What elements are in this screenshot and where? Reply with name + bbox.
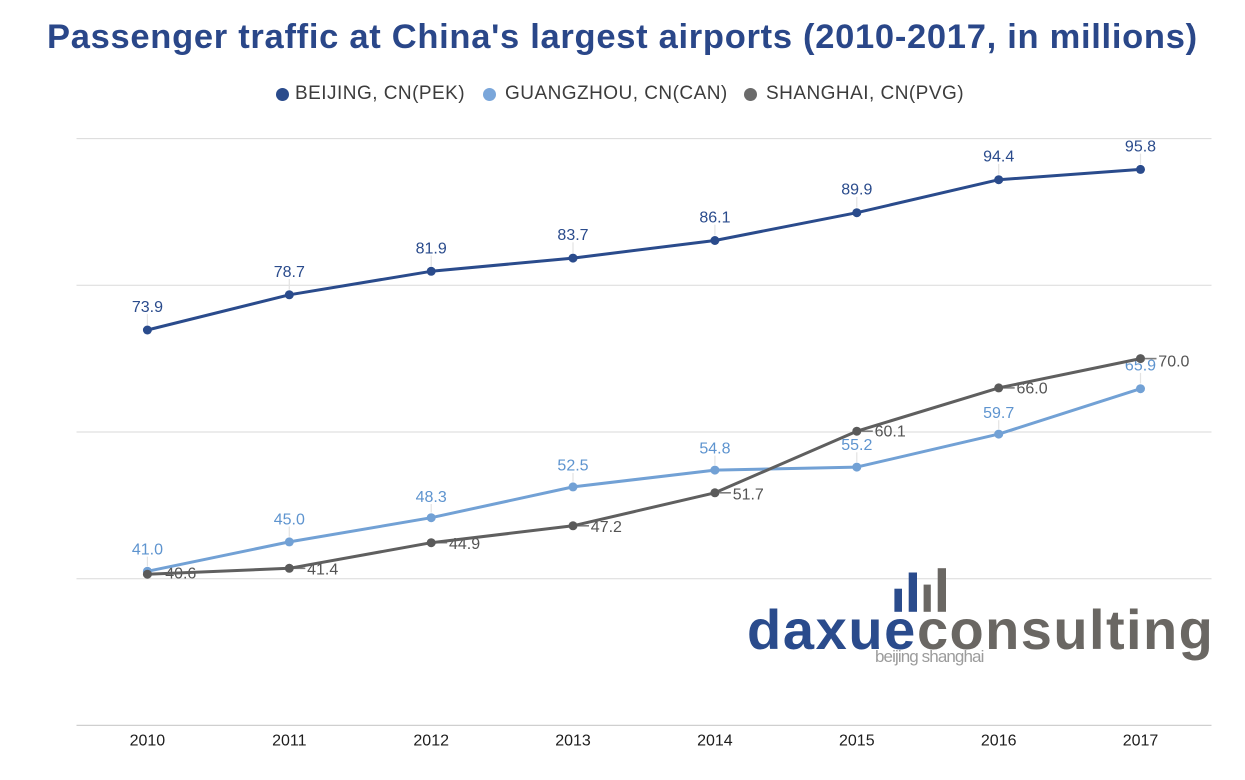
svg-text:89.9: 89.9 [841,182,872,199]
svg-text:2017: 2017 [1123,733,1159,750]
svg-text:59.7: 59.7 [983,405,1014,422]
svg-text:70.0: 70.0 [1158,353,1189,370]
svg-text:94.4: 94.4 [983,149,1014,166]
svg-text:73.9: 73.9 [132,299,163,316]
svg-text:83.7: 83.7 [557,227,588,244]
svg-text:2011: 2011 [272,733,307,750]
svg-text:2015: 2015 [839,733,875,750]
svg-text:45.0: 45.0 [274,511,305,528]
svg-text:81.9: 81.9 [416,240,447,257]
svg-text:78.7: 78.7 [274,264,305,281]
svg-text:54.8: 54.8 [699,440,730,457]
svg-text:2013: 2013 [555,733,591,750]
svg-text:60.1: 60.1 [875,424,906,441]
svg-text:66.0: 66.0 [1017,381,1048,398]
svg-text:2012: 2012 [413,733,449,750]
svg-text:65.9: 65.9 [1125,358,1156,375]
svg-text:55.2: 55.2 [841,437,872,454]
svg-text:41.0: 41.0 [132,542,163,559]
svg-text:52.5: 52.5 [557,458,588,475]
svg-text:86.1: 86.1 [699,210,730,227]
svg-text:2014: 2014 [697,733,733,750]
svg-text:95.8: 95.8 [1125,138,1156,155]
svg-text:2010: 2010 [130,733,166,750]
svg-text:51.7: 51.7 [733,486,764,503]
svg-text:41.4: 41.4 [307,562,338,579]
svg-text:48.3: 48.3 [416,489,447,506]
svg-text:47.2: 47.2 [591,519,622,536]
svg-text:2016: 2016 [981,733,1017,750]
